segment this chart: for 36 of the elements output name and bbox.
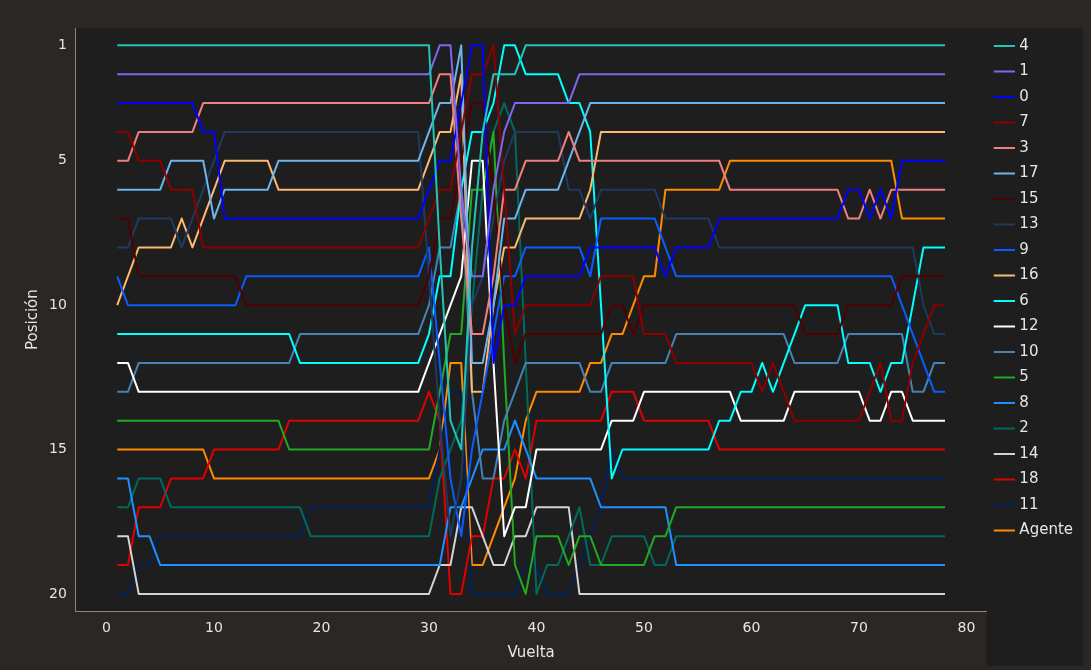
x-tick-label: 20 <box>312 619 331 636</box>
legend-label: 8 <box>1019 392 1029 411</box>
legend-label: 7 <box>1019 112 1029 131</box>
legend-label: 5 <box>1019 367 1029 386</box>
y-tick-label: 1 <box>57 35 67 52</box>
legend-label: 0 <box>1019 86 1029 105</box>
y-tick-label: 15 <box>48 440 67 457</box>
legend-label: 17 <box>1019 163 1039 182</box>
y-tick-label: 20 <box>48 584 67 601</box>
x-tick-label: 80 <box>957 619 976 636</box>
x-tick-label: 70 <box>850 619 868 636</box>
legend-label: 10 <box>1019 341 1039 360</box>
legend-label: 3 <box>1019 137 1029 156</box>
x-tick-label: 40 <box>527 619 546 636</box>
legend-label: 2 <box>1019 418 1029 437</box>
y-axis-title: Posición <box>22 289 41 350</box>
x-axis-title: Vuelta <box>507 642 555 661</box>
legend-label: 4 <box>1019 35 1029 54</box>
x-tick-label: 60 <box>742 619 761 636</box>
legend-label: 13 <box>1019 214 1039 233</box>
x-tick-label: 0 <box>101 619 111 636</box>
legend-label: 6 <box>1019 290 1029 309</box>
legend-label: 11 <box>1019 494 1039 513</box>
legend-label: 9 <box>1019 239 1029 258</box>
legend-label: 16 <box>1019 265 1039 284</box>
legend-label: 14 <box>1019 443 1039 462</box>
legend-label: 15 <box>1019 188 1039 207</box>
legend-label: Agente <box>1019 520 1074 539</box>
y-tick-label: 10 <box>48 295 67 312</box>
x-tick-label: 30 <box>420 619 438 636</box>
legend-label: 18 <box>1019 469 1039 488</box>
legend-label: 12 <box>1019 316 1039 335</box>
legend-label: 1 <box>1019 61 1029 80</box>
y-tick-label: 5 <box>57 151 67 168</box>
x-tick-label: 10 <box>205 619 223 636</box>
x-tick-label: 50 <box>635 619 653 636</box>
